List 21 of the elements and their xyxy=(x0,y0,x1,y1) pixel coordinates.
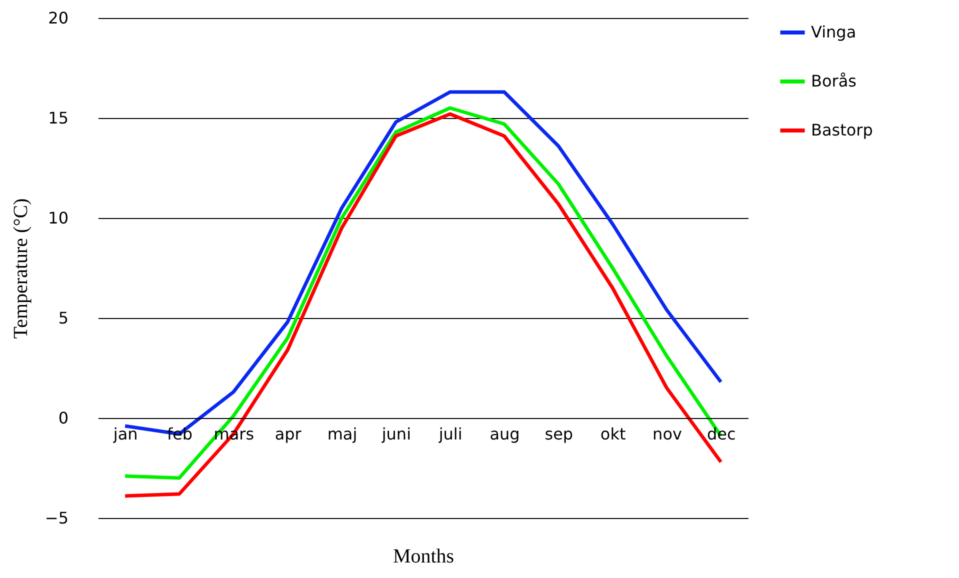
y-tick-label: 5 xyxy=(58,308,68,328)
x-tick-label: juli xyxy=(438,424,462,444)
x-tick-label: maj xyxy=(327,424,358,444)
legend-label: Bastorp xyxy=(811,120,873,140)
y-tick-label: 10 xyxy=(48,208,68,228)
x-tick-label: nov xyxy=(652,424,682,444)
x-tick-label: sep xyxy=(544,424,574,444)
x-tick-label: apr xyxy=(274,424,302,444)
y-tick-label: 0 xyxy=(58,408,68,428)
y-tick-label: 20 xyxy=(48,8,68,28)
y-axis-title: Temperature (°C) xyxy=(10,198,32,339)
x-tick-label: dec xyxy=(707,424,736,444)
legend-label: Borås xyxy=(811,72,856,90)
y-tick-label: 15 xyxy=(48,108,68,128)
x-tick-label: juni xyxy=(380,424,412,444)
x-tick-label: aug xyxy=(490,424,520,444)
x-axis-title: Months xyxy=(392,546,454,568)
x-tick-label: okt xyxy=(600,424,626,444)
legend-label: Vinga xyxy=(811,22,856,42)
x-tick-label: jan xyxy=(112,424,138,444)
y-tick-label: −5 xyxy=(44,508,68,528)
